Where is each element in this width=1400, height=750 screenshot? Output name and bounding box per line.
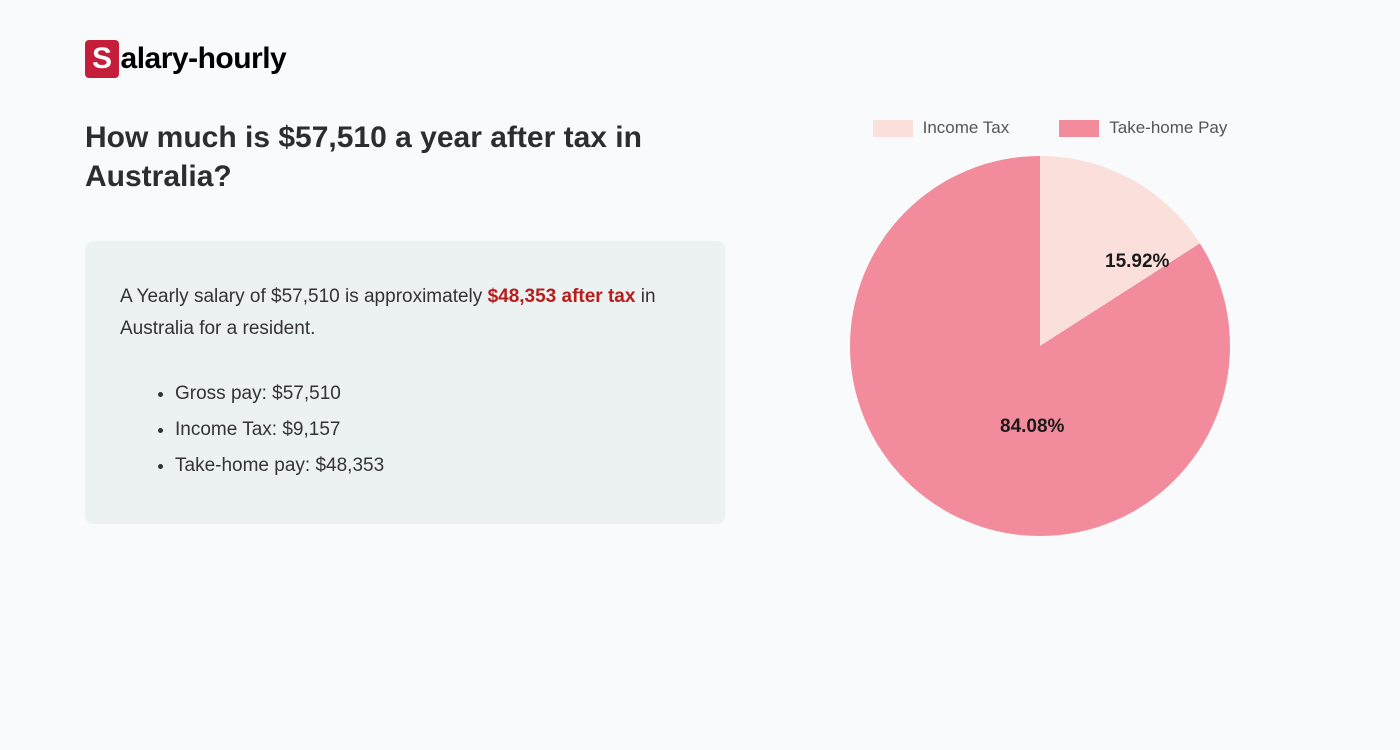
slice-label: 15.92% bbox=[1105, 251, 1169, 273]
legend-label: Take-home Pay bbox=[1109, 118, 1227, 138]
summary-pre: A Yearly salary of $57,510 is approximat… bbox=[120, 286, 488, 307]
logo-text: alary-hourly bbox=[121, 42, 287, 76]
site-logo: Salary-hourly bbox=[85, 40, 1315, 78]
detail-item: Gross pay: $57,510 bbox=[175, 376, 690, 412]
summary-highlight: $48,353 after tax bbox=[488, 286, 636, 307]
detail-item: Take-home pay: $48,353 bbox=[175, 448, 690, 484]
chart-column: Income Tax Take-home Pay 15.92% 84.08% bbox=[765, 118, 1315, 536]
legend-item: Income Tax bbox=[873, 118, 1010, 138]
detail-item: Income Tax: $9,157 bbox=[175, 412, 690, 448]
legend-swatch bbox=[1059, 120, 1099, 137]
legend-label: Income Tax bbox=[923, 118, 1010, 138]
summary-text: A Yearly salary of $57,510 is approximat… bbox=[120, 281, 690, 346]
summary-box: A Yearly salary of $57,510 is approximat… bbox=[85, 241, 725, 524]
slice-label: 84.08% bbox=[1000, 416, 1064, 438]
details-list: Gross pay: $57,510 Income Tax: $9,157 Ta… bbox=[120, 376, 690, 484]
pie-chart: 15.92% 84.08% bbox=[850, 156, 1230, 536]
main-content: How much is $57,510 a year after tax in … bbox=[85, 118, 1315, 536]
pie-graphic bbox=[850, 156, 1230, 536]
legend-swatch bbox=[873, 120, 913, 137]
legend-item: Take-home Pay bbox=[1059, 118, 1227, 138]
text-column: How much is $57,510 a year after tax in … bbox=[85, 118, 765, 536]
chart-legend: Income Tax Take-home Pay bbox=[765, 118, 1315, 138]
page-title: How much is $57,510 a year after tax in … bbox=[85, 118, 725, 196]
logo-badge: S bbox=[85, 40, 119, 78]
